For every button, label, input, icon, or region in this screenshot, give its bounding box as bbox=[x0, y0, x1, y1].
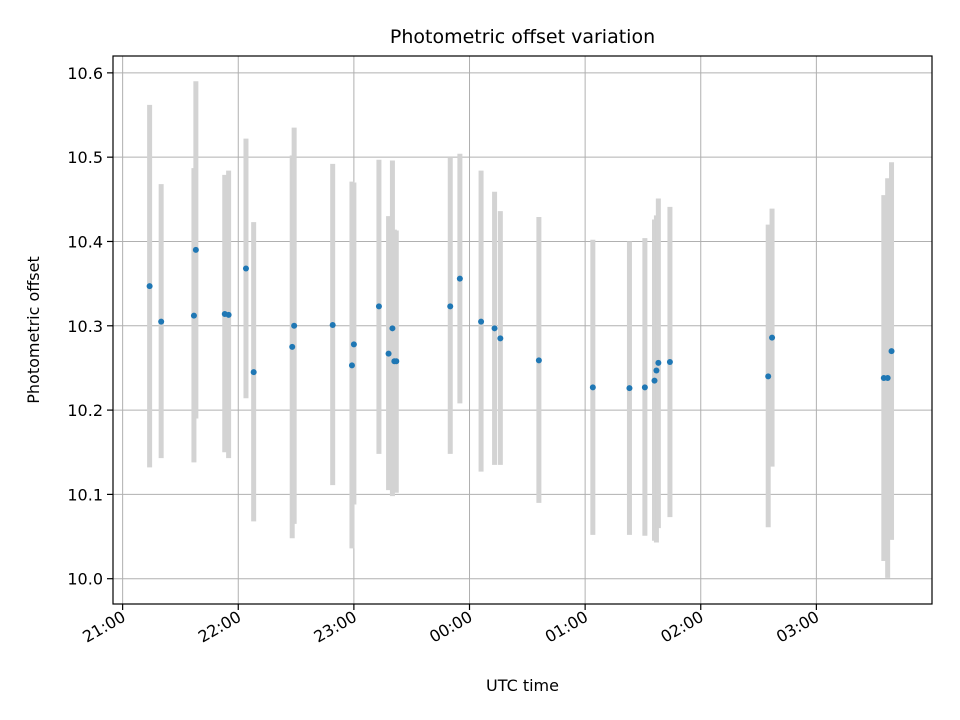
y-tick-label: 10.2 bbox=[67, 401, 103, 420]
x-axis-label: UTC time bbox=[486, 676, 559, 695]
x-tick-label: 01:00 bbox=[542, 607, 591, 647]
y-tick-label: 10.6 bbox=[67, 64, 103, 83]
data-point bbox=[385, 350, 392, 357]
data-point bbox=[666, 359, 673, 366]
data-point bbox=[655, 359, 662, 366]
y-tick-label: 10.4 bbox=[67, 232, 103, 251]
data-point bbox=[651, 377, 658, 384]
data-point bbox=[888, 348, 895, 355]
data-point bbox=[389, 325, 396, 332]
data-point bbox=[289, 343, 296, 350]
data-point bbox=[375, 303, 382, 310]
data-point bbox=[250, 369, 257, 376]
y-axis: 10.0 10.1 10.2 10.3 10.4 10.5 10.6 bbox=[67, 64, 113, 589]
data-point bbox=[478, 318, 485, 325]
data-point bbox=[769, 334, 776, 341]
x-tick-label: 23:00 bbox=[310, 607, 359, 647]
data-point bbox=[242, 265, 249, 272]
data-point bbox=[158, 318, 165, 325]
chart-title: Photometric offset variation bbox=[390, 26, 655, 48]
data-point bbox=[884, 375, 891, 382]
data-point bbox=[190, 312, 197, 319]
y-axis-label: Photometric offset bbox=[24, 256, 43, 404]
data-point bbox=[653, 367, 660, 374]
x-tick-label: 03:00 bbox=[773, 607, 822, 647]
data-point bbox=[535, 357, 542, 364]
data-point bbox=[456, 275, 463, 282]
x-tick-label: 02:00 bbox=[657, 607, 706, 647]
data-point bbox=[589, 384, 596, 391]
data-point bbox=[626, 385, 633, 392]
plot-frame bbox=[112, 55, 933, 605]
y-tick-label: 10.3 bbox=[67, 317, 103, 336]
y-tick-label: 10.1 bbox=[67, 485, 103, 504]
x-axis: 21:00 22:00 23:00 00:00 01:00 02:00 03:00 bbox=[79, 604, 822, 647]
data-point bbox=[291, 322, 298, 329]
data-points bbox=[146, 246, 895, 392]
x-tick-label: 21:00 bbox=[79, 607, 128, 647]
y-tick-label: 10.5 bbox=[67, 148, 103, 167]
x-tick-label: 00:00 bbox=[426, 607, 475, 647]
data-point bbox=[497, 335, 504, 342]
data-point bbox=[491, 325, 498, 332]
data-point bbox=[146, 283, 153, 290]
x-tick-label: 22:00 bbox=[195, 607, 244, 647]
data-point bbox=[329, 321, 336, 328]
y-tick-label: 10.0 bbox=[67, 570, 103, 589]
data-point bbox=[447, 303, 454, 310]
data-point bbox=[225, 311, 232, 318]
data-point bbox=[192, 246, 199, 253]
data-point bbox=[350, 341, 357, 348]
data-point bbox=[393, 358, 400, 365]
error-bars bbox=[147, 81, 895, 578]
data-point bbox=[348, 362, 355, 369]
grid bbox=[113, 56, 932, 604]
data-point bbox=[765, 373, 772, 380]
data-point bbox=[641, 384, 648, 391]
